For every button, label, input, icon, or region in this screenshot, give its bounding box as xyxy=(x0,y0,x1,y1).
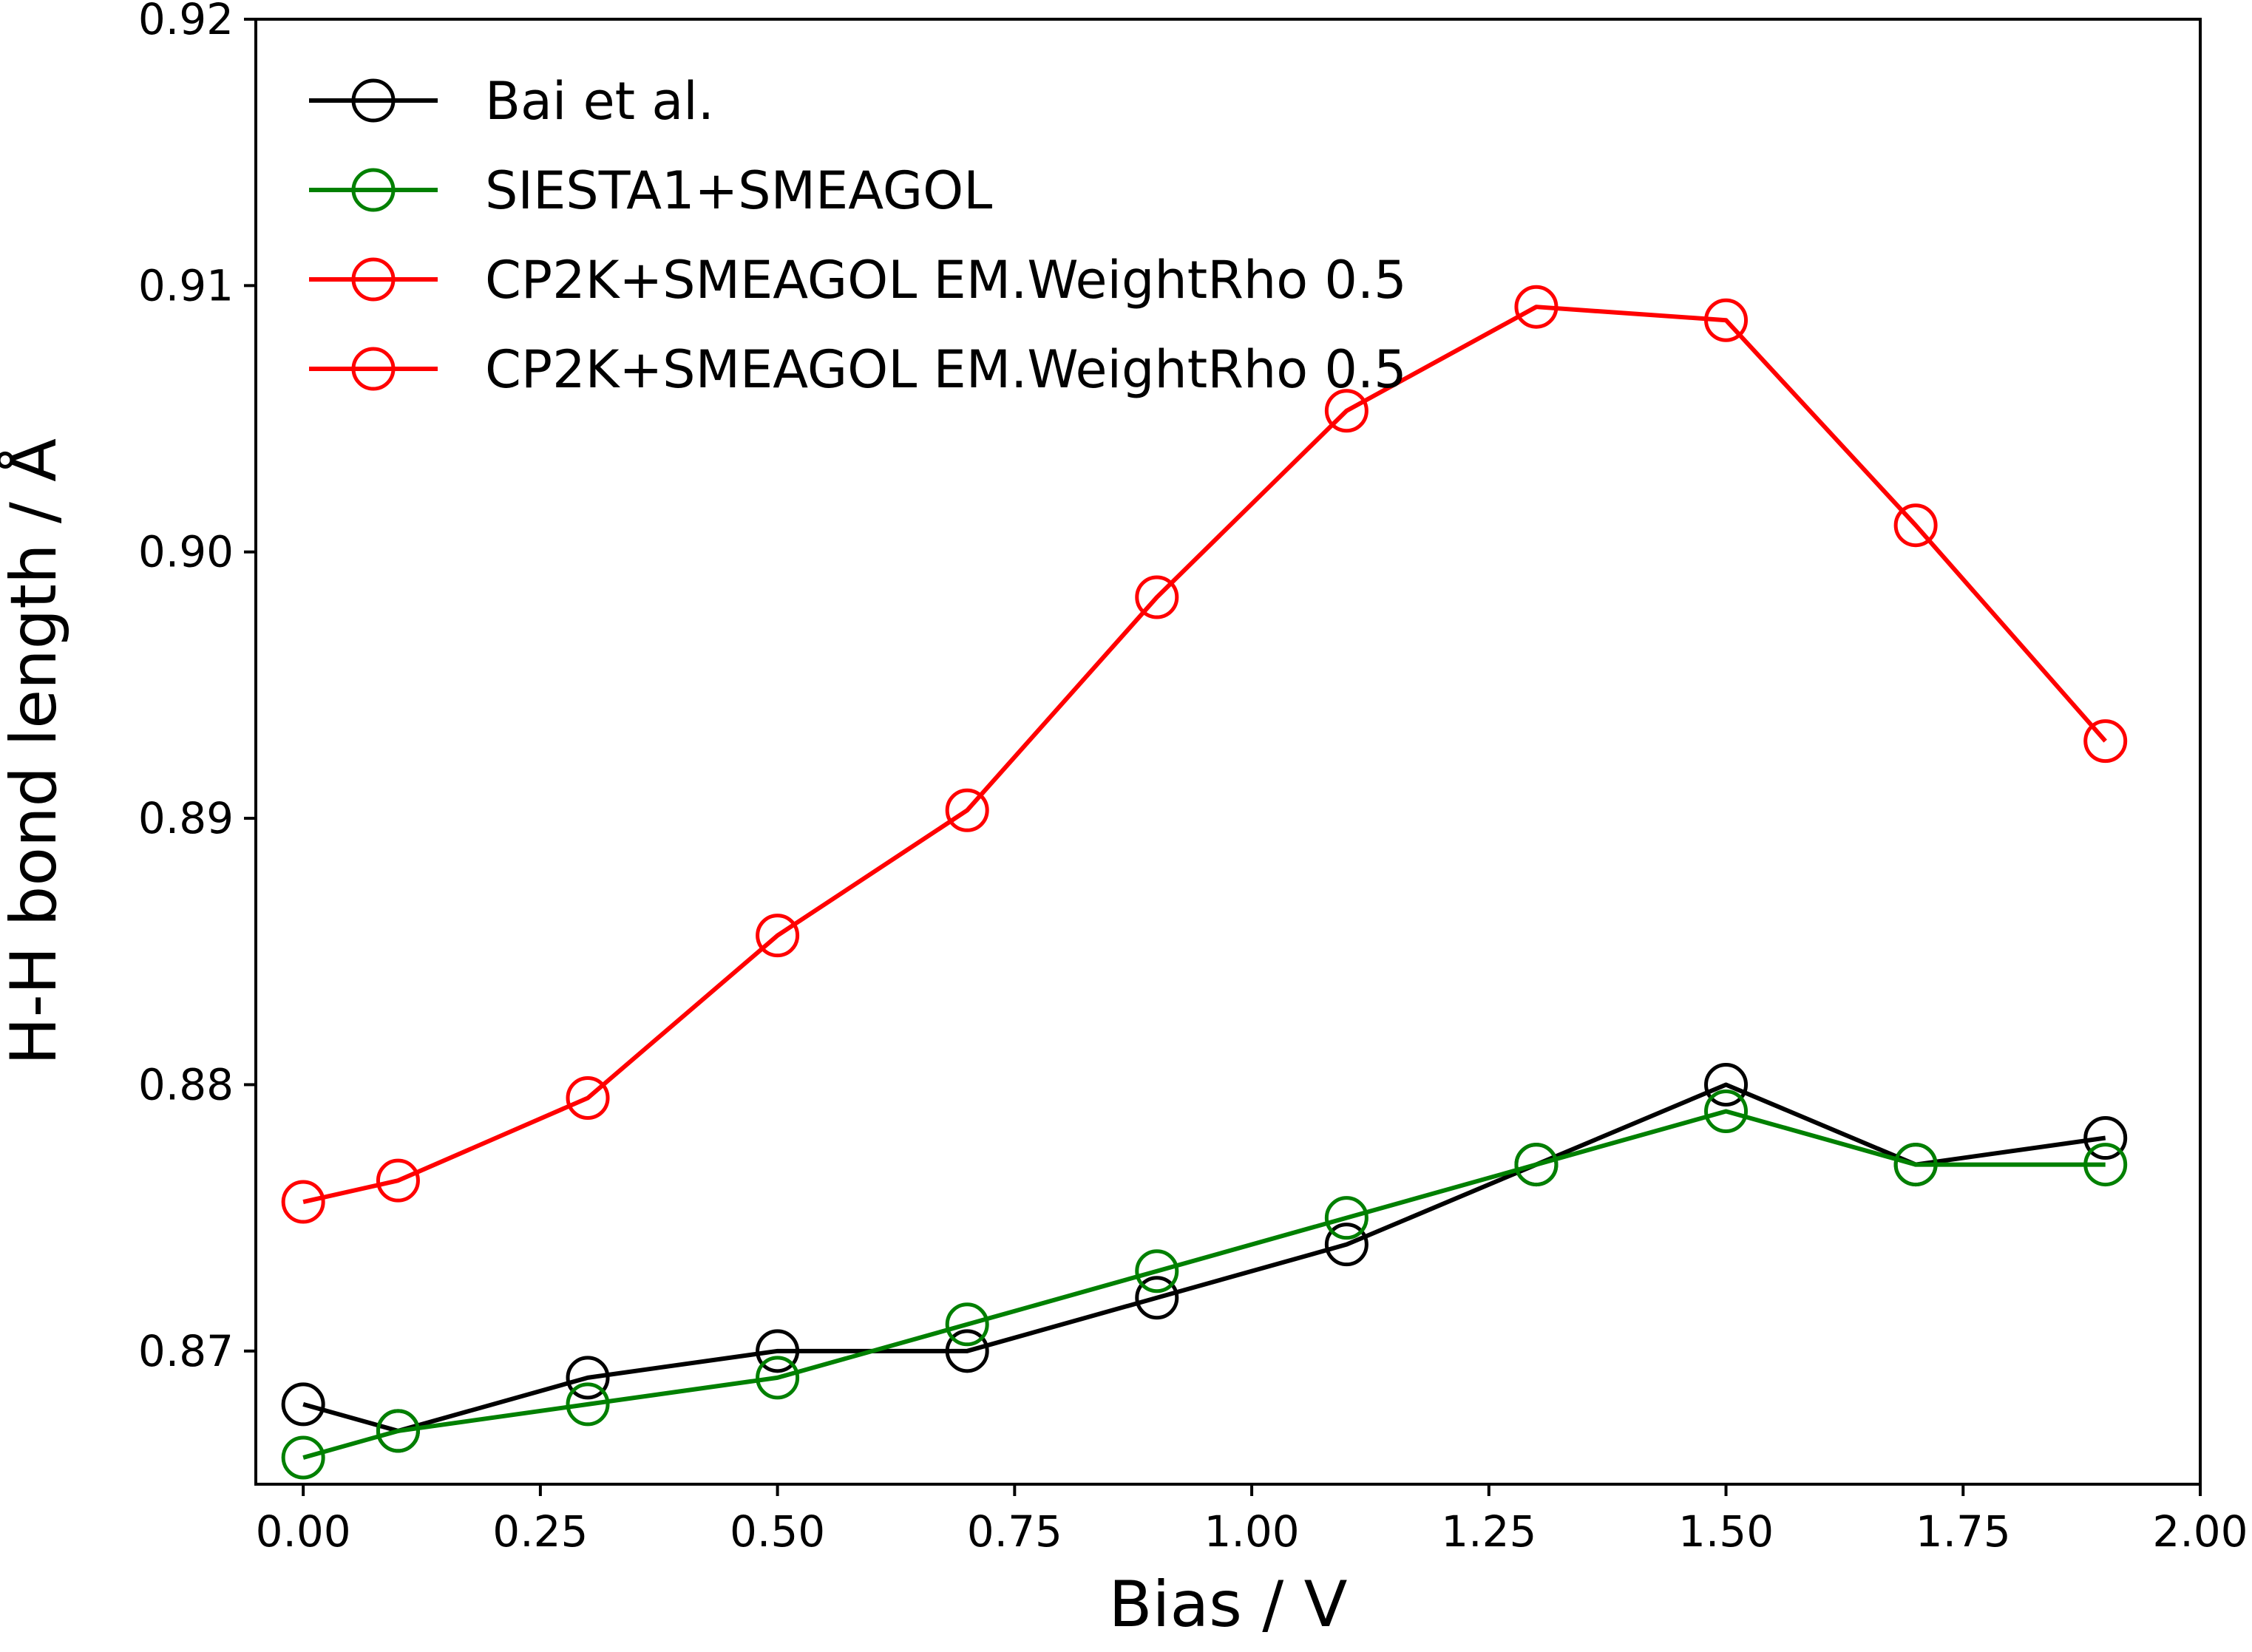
x-tick-label: 1.75 xyxy=(1916,1506,2011,1557)
data-point xyxy=(281,1382,325,1427)
x-tick-label: 1.00 xyxy=(1204,1506,1300,1557)
x-tick-label: 1.25 xyxy=(1441,1506,1536,1557)
data-point xyxy=(756,1356,800,1400)
x-tick-label: 1.50 xyxy=(1678,1506,1774,1557)
data-point xyxy=(376,1409,420,1453)
data-point xyxy=(1704,298,1749,342)
legend-marker xyxy=(351,78,396,123)
data-point xyxy=(756,1329,800,1373)
x-tick-label: 0.00 xyxy=(256,1506,351,1557)
data-point xyxy=(281,1435,325,1480)
series-2 xyxy=(281,285,2128,1224)
data-point xyxy=(1704,1089,1749,1133)
y-tick-label: 0.89 xyxy=(138,793,234,843)
legend-label: CP2K+SMEAGOL EM.WeightRho 0.5 xyxy=(485,339,1407,400)
data-point xyxy=(1514,1143,1559,1187)
data-point xyxy=(945,1302,989,1347)
y-axis: 0.87 0.88 0.89 0.90 0.91 0.92 xyxy=(138,0,256,1376)
series-layer xyxy=(281,285,2128,1480)
data-point xyxy=(566,1382,610,1427)
data-point xyxy=(1135,575,1179,619)
data-point xyxy=(2083,719,2128,764)
data-point xyxy=(1704,1062,1749,1107)
legend-marker xyxy=(351,168,396,212)
legend-entry: CP2K+SMEAGOL EM.WeightRho 0.5 xyxy=(309,339,1407,400)
data-point xyxy=(1514,285,1559,329)
x-axis: 0.00 0.25 0.50 0.75 1.00 1.25 1.50 1.75 2.00 xyxy=(256,1484,2248,1557)
data-point xyxy=(1324,389,1369,433)
legend-entry: CP2K+SMEAGOL EM.WeightRho 0.5 xyxy=(309,250,1407,310)
legend-entry: Bai et al. xyxy=(309,71,714,132)
series-line xyxy=(302,1082,2106,1433)
x-axis-title: Bias / V xyxy=(1109,1568,1348,1642)
data-point xyxy=(1893,1143,1938,1187)
series-1 xyxy=(281,1089,2128,1480)
data-point xyxy=(945,1329,989,1373)
legend: Bai et al. SIESTA1+SMEAGOL CP2K+SMEAGOL EM… xyxy=(309,71,1407,400)
plot-frame xyxy=(254,18,2202,1486)
legend-entry: SIESTA1+SMEAGOL xyxy=(309,160,992,221)
x-tick-label: 0.50 xyxy=(730,1506,825,1557)
legend-marker xyxy=(351,347,396,391)
data-point xyxy=(376,1158,420,1203)
y-tick-label: 0.91 xyxy=(138,260,234,310)
data-point xyxy=(1135,1276,1179,1320)
x-tick-label: 0.75 xyxy=(967,1506,1062,1557)
data-point xyxy=(945,788,989,832)
y-tick-label: 0.87 xyxy=(138,1326,234,1376)
series-line xyxy=(302,1109,2106,1460)
legend-marker xyxy=(351,257,396,302)
y-tick-label: 0.90 xyxy=(138,527,234,577)
data-point xyxy=(1324,1223,1369,1267)
legend-label: Bai et al. xyxy=(485,71,714,132)
data-point xyxy=(756,914,800,958)
x-tick-label: 2.00 xyxy=(2152,1506,2248,1557)
data-point xyxy=(566,1356,610,1400)
data-point xyxy=(2083,1116,2128,1160)
data-point xyxy=(566,1075,610,1120)
y-tick-label: 0.92 xyxy=(138,0,234,44)
legend-label: SIESTA1+SMEAGOL xyxy=(485,160,992,221)
data-point xyxy=(1893,503,1938,548)
x-tick-label: 0.25 xyxy=(492,1506,588,1557)
legend-label: CP2K+SMEAGOL EM.WeightRho 0.5 xyxy=(485,250,1407,310)
y-axis-title: H-H bond length / Å xyxy=(0,438,71,1065)
data-point xyxy=(1324,1196,1369,1240)
data-point xyxy=(1135,1249,1179,1294)
series-line xyxy=(302,305,2107,1204)
data-point xyxy=(2083,1143,2128,1187)
y-tick-label: 0.88 xyxy=(138,1059,234,1109)
data-point xyxy=(281,1180,325,1224)
